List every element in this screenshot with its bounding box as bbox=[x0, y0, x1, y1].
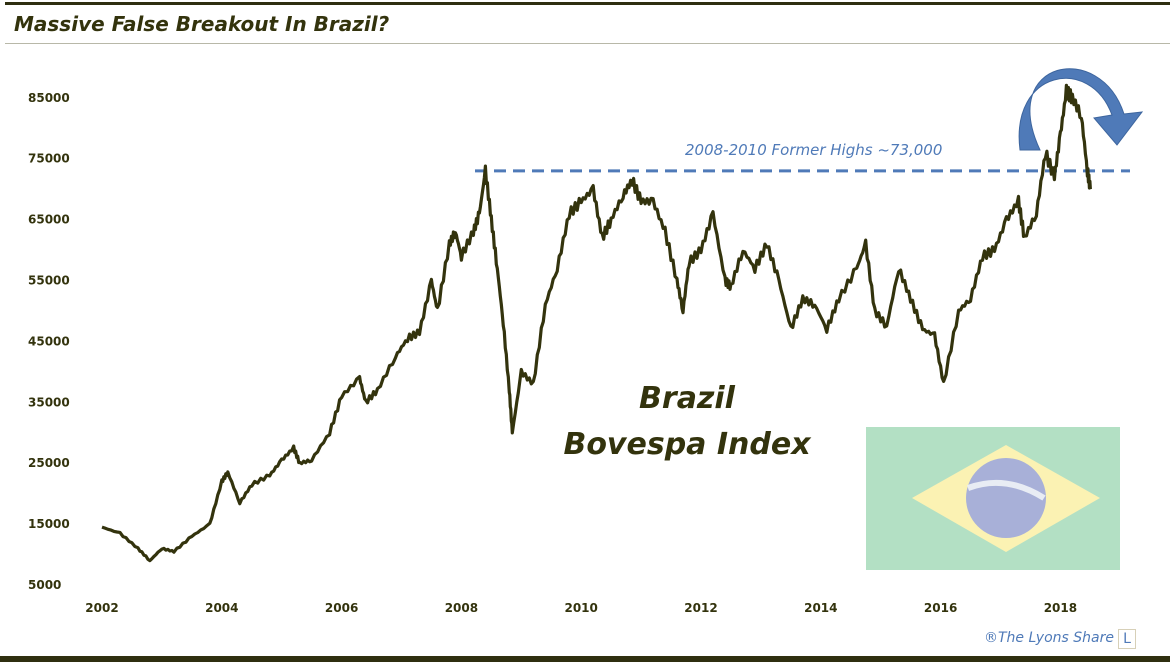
flag-band bbox=[966, 479, 1046, 501]
y-tick-label: 65000 bbox=[28, 213, 70, 227]
reference-line-label: 2008-2010 Former Highs ~73,000 bbox=[685, 141, 942, 159]
title-divider bbox=[5, 43, 1170, 44]
annotation-text: Bovespa Index bbox=[563, 427, 812, 462]
x-tick-label: 2010 bbox=[564, 601, 597, 615]
credit-text: ®The Lyons Share bbox=[984, 630, 1114, 646]
y-tick-label: 75000 bbox=[28, 152, 70, 166]
y-tick-label: 15000 bbox=[28, 517, 70, 531]
x-tick-label: 2002 bbox=[85, 601, 118, 615]
series-line-bovespa bbox=[101, 83, 1092, 563]
y-tick-label: 55000 bbox=[28, 274, 70, 288]
y-tick-label: 5000 bbox=[28, 578, 61, 592]
x-tick-label: 2006 bbox=[325, 601, 358, 615]
y-tick-label: 35000 bbox=[28, 395, 70, 409]
y-tick-label: 85000 bbox=[28, 91, 70, 105]
x-tick-label: 2004 bbox=[205, 601, 238, 615]
chart-title: Massive False Breakout In Brazil? bbox=[14, 12, 390, 36]
y-tick-label: 45000 bbox=[28, 334, 70, 348]
y-tick-label: 25000 bbox=[28, 456, 70, 470]
x-tick-label: 2016 bbox=[924, 601, 957, 615]
x-tick-label: 2018 bbox=[1044, 601, 1077, 615]
curved-arrow-icon bbox=[1018, 68, 1144, 151]
bottom-border bbox=[0, 656, 1170, 662]
x-tick-label: 2014 bbox=[804, 601, 837, 615]
x-tick-label: 2008 bbox=[445, 601, 478, 615]
brazil-flag bbox=[866, 427, 1120, 570]
annotation-text: Brazil bbox=[639, 381, 736, 416]
top-border bbox=[5, 2, 1170, 5]
flag-globe bbox=[966, 458, 1046, 538]
x-tick-label: 2012 bbox=[684, 601, 717, 615]
brand-logo: L bbox=[1118, 629, 1136, 649]
